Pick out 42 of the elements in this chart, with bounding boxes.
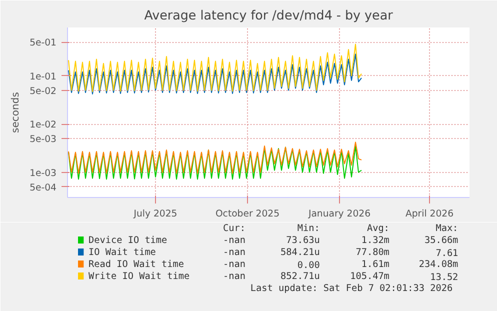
y-tick-label: 5e-02 (30, 86, 57, 97)
text: 584.21u (280, 247, 320, 258)
y-tick-label: 1e-01 (30, 71, 57, 82)
y-axis-title: seconds (10, 92, 22, 133)
text: -nan (222, 259, 246, 270)
text: -nan (222, 271, 246, 282)
y-tick-label: 1e-02 (30, 120, 57, 131)
legend-label: Read IO Wait time (88, 259, 184, 270)
x-tick-label: July 2025 (132, 208, 178, 220)
y-tick-label: 5e-03 (30, 134, 57, 146)
text: 1.32m (361, 235, 390, 246)
line-series (68, 44, 362, 92)
chart-title: Average latency for /dev/md4 - by year (144, 8, 394, 22)
text: 73.63u (286, 235, 320, 246)
y-tick-label: 5e-01 (30, 38, 57, 49)
x-tick-label: January 2026 (307, 208, 371, 220)
x-tick-label: April 2026 (405, 208, 454, 220)
y-tick-label: 5e-04 (30, 182, 57, 194)
text: -nan (222, 247, 246, 258)
legend-label: Write IO Wait time (88, 271, 190, 282)
text: 234.08m (418, 259, 459, 270)
text: 852.71u (280, 271, 320, 282)
text: 77.80m (356, 247, 390, 258)
legend-label: Device IO time (88, 235, 168, 246)
text: 1.61m (361, 259, 390, 270)
text: Min: (297, 223, 320, 234)
y-tick-label: 1e-03 (30, 168, 57, 179)
text: 0.00 (297, 260, 320, 271)
text: 105.47m (350, 271, 390, 282)
text: 7.61 (436, 248, 458, 259)
text: 35.66m (424, 235, 459, 246)
line-series (68, 146, 362, 180)
text: 13.52 (430, 272, 458, 283)
text: Max: (436, 223, 458, 234)
text: -nan (222, 235, 246, 246)
x-tick-label: October 2025 (215, 208, 280, 220)
line-series (68, 142, 362, 174)
text: Avg: (366, 223, 390, 234)
text: Last update: Sat Feb 7 02:01:33 2026 (250, 283, 453, 294)
text: Cur: (222, 223, 246, 234)
legend-label: IO Wait time (88, 247, 156, 258)
line-series (68, 54, 362, 94)
